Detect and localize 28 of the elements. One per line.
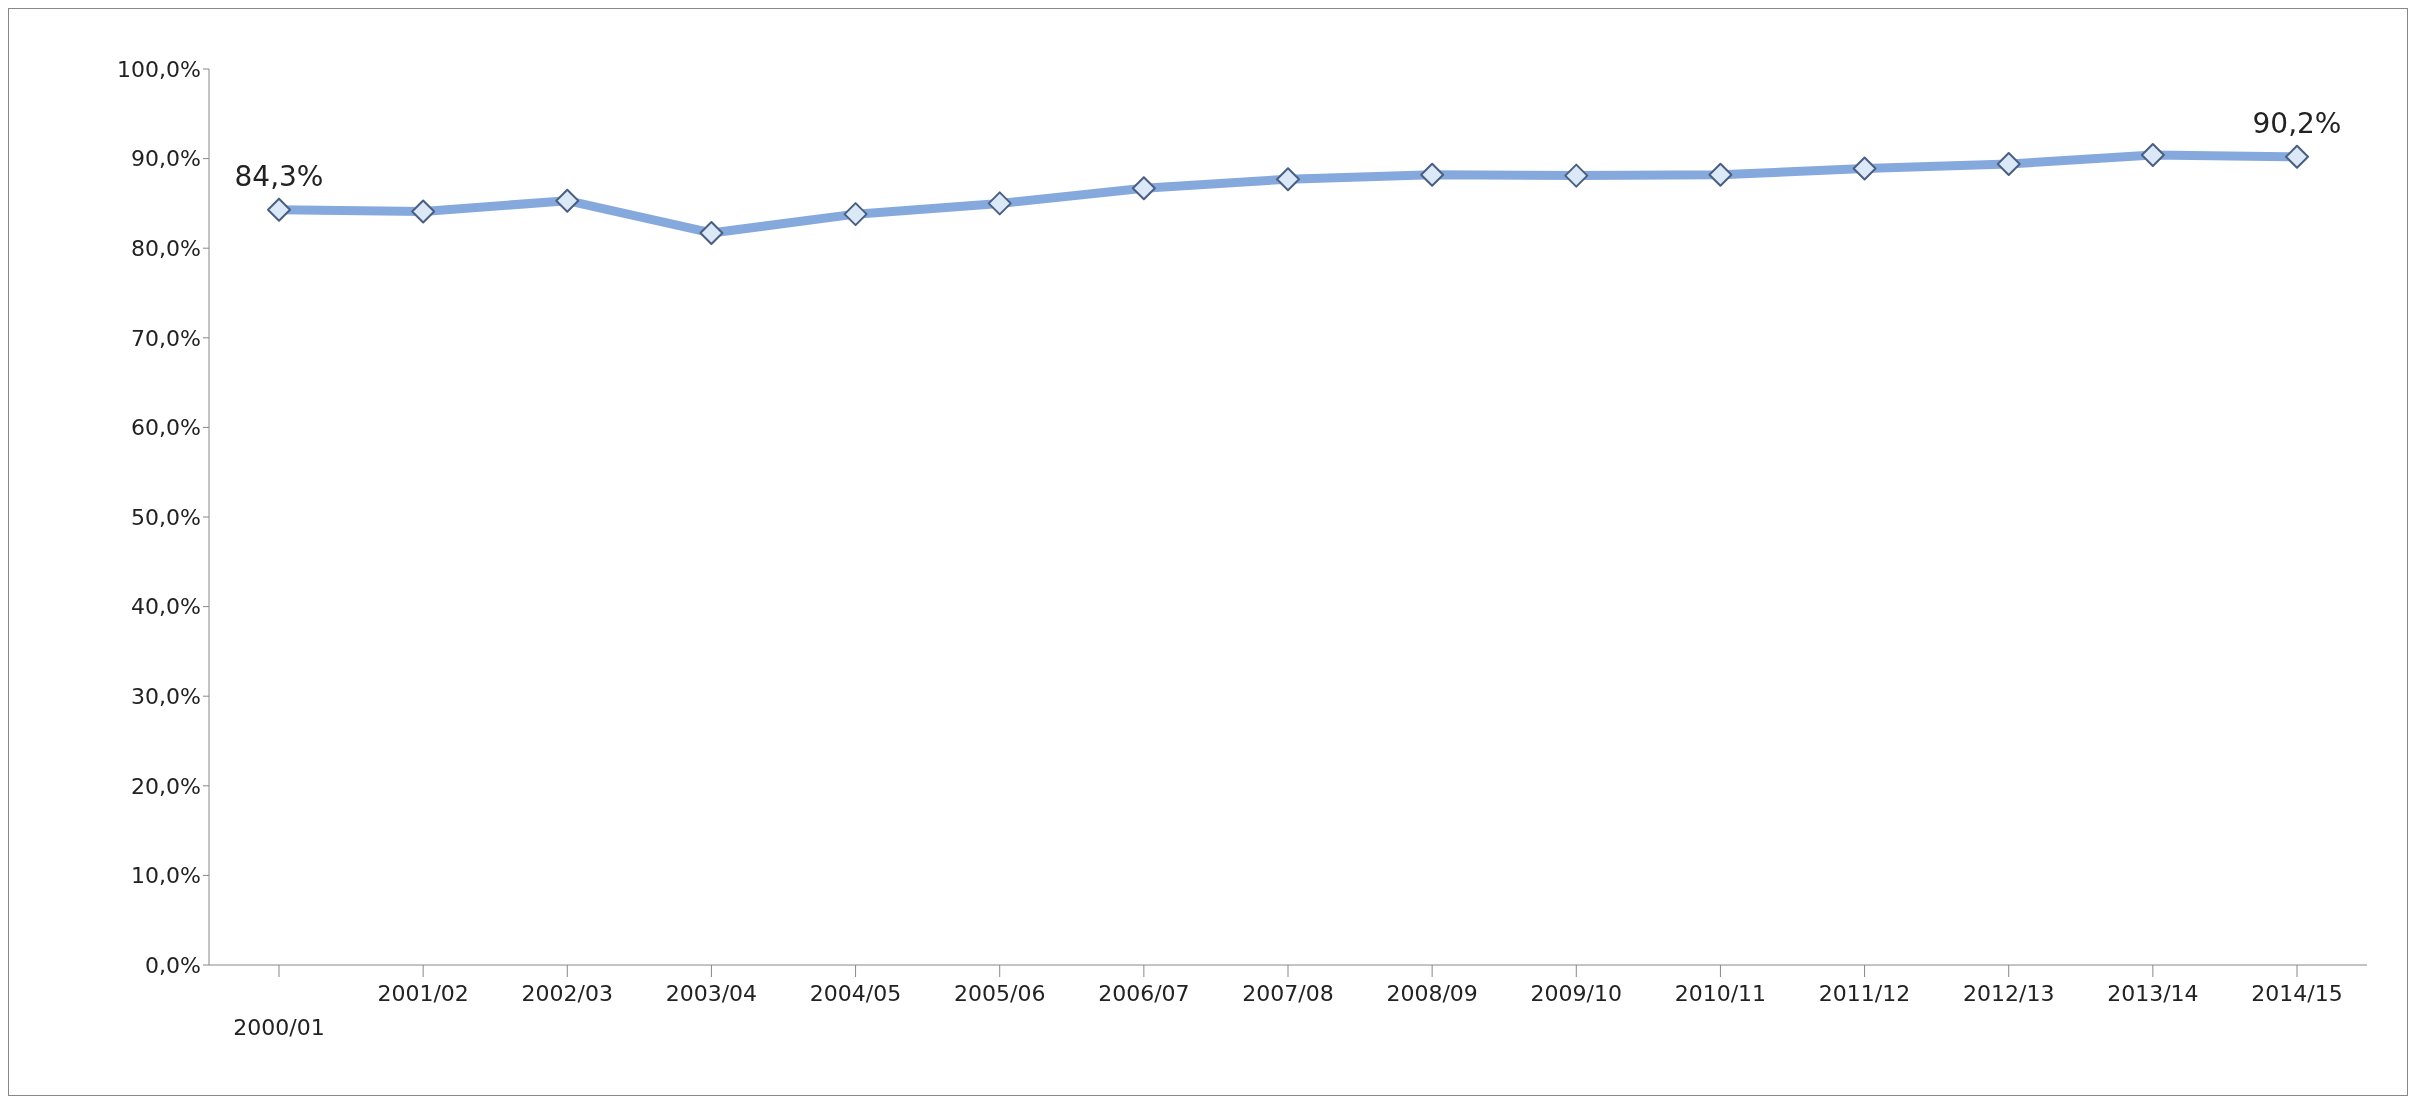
x-tick-label: 2012/13	[1963, 981, 2055, 1006]
y-tick-label: 20,0%	[131, 773, 201, 799]
data-label: 84,3%	[234, 159, 324, 193]
x-tick-label: 2000/01	[233, 1015, 325, 1040]
x-tick-label: 2003/04	[665, 981, 758, 1006]
x-tick-label: 2002/03	[521, 981, 613, 1006]
y-tick-label: 70,0%	[131, 325, 201, 351]
x-tick-label: 2004/05	[809, 981, 902, 1006]
x-tick-label: 2010/11	[1674, 981, 1767, 1006]
y-tick-label: 0,0%	[145, 952, 201, 978]
y-tick-label: 10,0%	[131, 863, 201, 889]
data-label: 90,2%	[2252, 106, 2342, 140]
y-tick-label: 80,0%	[131, 236, 201, 262]
y-tick-label: 100,0%	[117, 56, 201, 82]
x-tick-label: 2008/09	[1386, 981, 1478, 1006]
x-tick-label: 2013/14	[2107, 981, 2199, 1006]
x-tick-label: 2011/12	[1818, 981, 1911, 1006]
x-tick-label: 2007/08	[1242, 981, 1334, 1006]
y-tick-label: 60,0%	[131, 415, 201, 441]
y-tick-label: 40,0%	[131, 594, 201, 620]
y-tick-label: 50,0%	[131, 504, 201, 530]
x-tick-label: 2014/15	[2251, 981, 2343, 1006]
x-tick-label: 2005/06	[954, 981, 1046, 1006]
y-tick-label: 90,0%	[131, 146, 201, 172]
y-tick-label: 30,0%	[131, 684, 201, 710]
x-tick-label: 2009/10	[1530, 981, 1622, 1006]
x-tick-label: 2001/02	[377, 981, 469, 1006]
x-tick-label: 2006/07	[1098, 981, 1190, 1006]
